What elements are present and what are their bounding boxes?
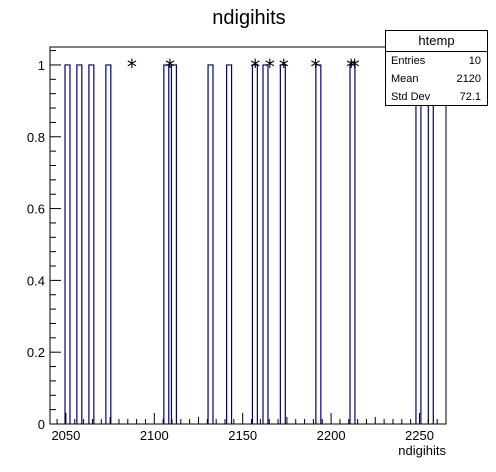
- stats-row-mean: Mean 2120: [386, 70, 487, 88]
- y-tick-label: 0.6: [27, 202, 45, 217]
- histogram-bar: [170, 64, 178, 424]
- x-axis: 2050 2100 2150 2200 2250: [51, 413, 447, 443]
- y-tick-label: 0.4: [27, 273, 45, 288]
- histogram-bar: [315, 64, 322, 424]
- y-tick-label: 1: [38, 58, 45, 73]
- x-tick-label: 2250: [405, 428, 434, 443]
- histogram-bar: [163, 64, 170, 424]
- stats-row-entries: Entries 10: [386, 52, 487, 70]
- data-point-marker: *: [265, 55, 275, 79]
- histogram-bar: [105, 64, 112, 424]
- histogram-bar: [76, 64, 83, 424]
- histogram-bar: [427, 64, 434, 424]
- y-tick-label: 0: [38, 417, 45, 432]
- histogram-bar: [415, 64, 422, 424]
- stats-label: Entries: [391, 55, 426, 67]
- x-tick-label: 2150: [228, 428, 257, 443]
- x-tick-label: 2050: [51, 428, 80, 443]
- data-point-marker: *: [279, 55, 289, 79]
- data-point-marker: *: [165, 55, 175, 79]
- stats-value: 10: [468, 55, 481, 67]
- histogram-bar: [88, 64, 95, 424]
- histogram-bar: [349, 64, 356, 424]
- stats-title: htemp: [386, 31, 487, 52]
- stats-value: 72.1: [459, 91, 481, 103]
- stats-label: Std Dev: [391, 91, 431, 103]
- y-tick-label: 0.2: [27, 345, 45, 360]
- x-tick-label: 2100: [140, 428, 169, 443]
- histogram-bar: [207, 64, 214, 424]
- stats-box: htemp Entries 10 Mean 2120 Std Dev 72.1: [385, 30, 488, 106]
- histogram-bar: [251, 64, 258, 424]
- y-axis: 0 0.2 0.4 0.6 0.8 1: [27, 50, 61, 432]
- chart-title: ndigihits: [212, 7, 285, 29]
- data-point-marker: *: [311, 55, 321, 79]
- data-layer: * * * * * * **: [64, 55, 434, 424]
- y-tick-label: 0.8: [27, 130, 45, 145]
- histogram-bar: [262, 64, 269, 424]
- data-point-marker: *: [250, 55, 260, 79]
- data-point-marker: *: [346, 55, 356, 79]
- histogram-bar: [279, 64, 286, 424]
- stats-row-stddev: Std Dev 72.1: [386, 88, 487, 106]
- x-axis-title: ndigihits: [398, 443, 446, 458]
- x-tick-label: 2200: [317, 428, 346, 443]
- histogram-bar: [64, 64, 71, 424]
- stats-value: 2120: [456, 73, 481, 85]
- plot-frame: [49, 46, 447, 425]
- data-point-marker: *: [127, 55, 137, 79]
- stats-label: Mean: [391, 73, 419, 85]
- histogram-bar: [226, 64, 233, 424]
- data-point-marker: *: [350, 55, 360, 79]
